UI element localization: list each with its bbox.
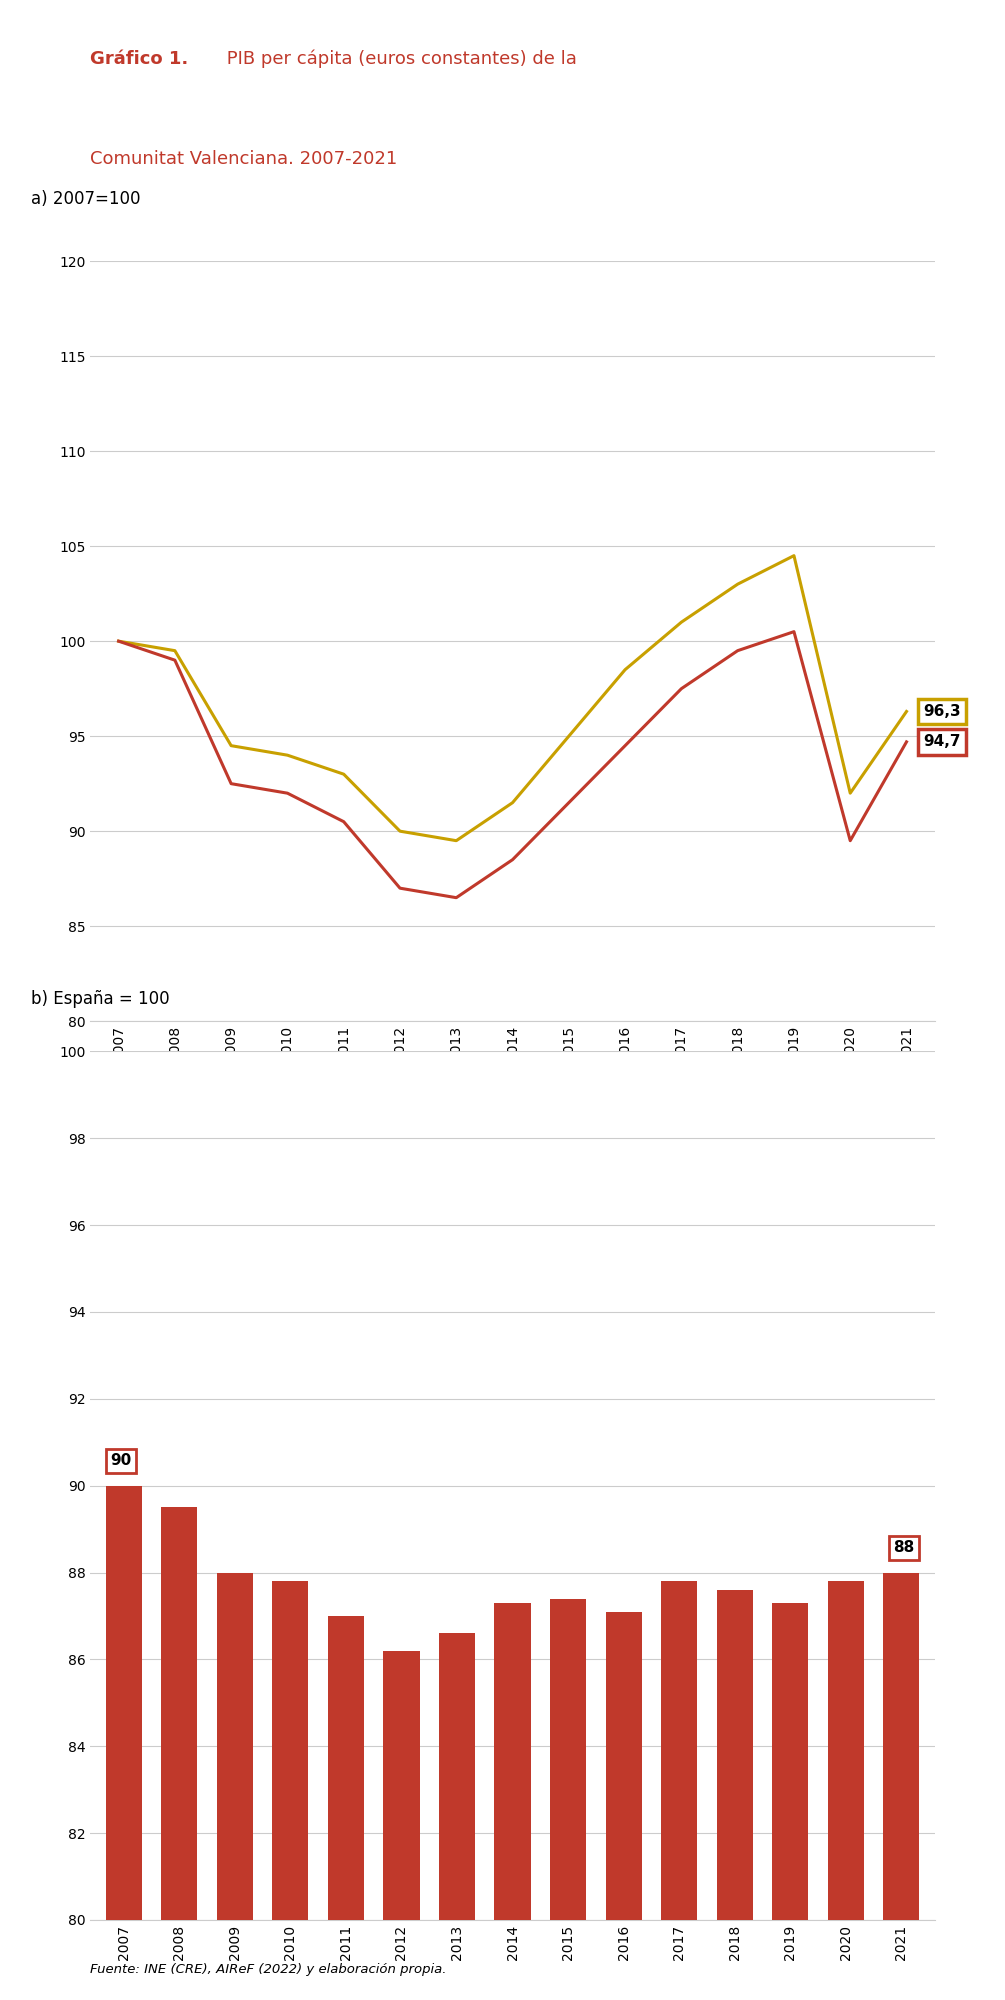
Text: Gráfico 1.: Gráfico 1. bbox=[90, 50, 189, 68]
Bar bbox=[772, 1602, 808, 1920]
Bar bbox=[272, 1582, 309, 1920]
Text: 88: 88 bbox=[893, 1540, 915, 1556]
Bar bbox=[717, 1590, 753, 1920]
Text: a) 2007=100: a) 2007=100 bbox=[31, 190, 141, 208]
Text: Comunitat Valenciana. 2007-2021: Comunitat Valenciana. 2007-2021 bbox=[90, 150, 398, 168]
Text: Fuente: INE (CRE), AIReF (2022) y elaboración propia.: Fuente: INE (CRE), AIReF (2022) y elabor… bbox=[90, 1964, 447, 1976]
Bar bbox=[217, 1572, 253, 1920]
Bar bbox=[550, 1598, 586, 1920]
Bar bbox=[161, 1508, 197, 1920]
Bar bbox=[106, 1486, 142, 1920]
Bar bbox=[883, 1572, 920, 1920]
Bar bbox=[439, 1634, 475, 1920]
Bar bbox=[384, 1650, 419, 1920]
Legend: C. Valenciana, España: C. Valenciana, España bbox=[257, 1192, 430, 1242]
Bar bbox=[661, 1582, 697, 1920]
Text: 90: 90 bbox=[111, 1454, 132, 1468]
Bar bbox=[494, 1602, 531, 1920]
Text: b) España = 100: b) España = 100 bbox=[31, 990, 170, 1008]
Text: PIB per cápita (euros constantes) de la: PIB per cápita (euros constantes) de la bbox=[221, 50, 577, 68]
Text: 96,3: 96,3 bbox=[924, 704, 961, 718]
Text: 94,7: 94,7 bbox=[924, 734, 961, 750]
Bar bbox=[828, 1582, 864, 1920]
Bar bbox=[328, 1616, 364, 1920]
Bar bbox=[606, 1612, 641, 1920]
